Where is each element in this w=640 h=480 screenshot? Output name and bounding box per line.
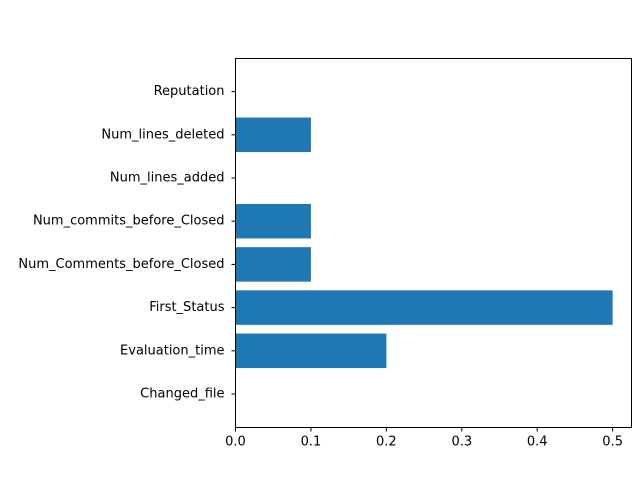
y-axis-ticks: Changed_file Evaluation_time First_Status N…	[18, 84, 236, 402]
bars-group	[235, 117, 613, 369]
bar-num-commits-before-closed	[235, 203, 311, 239]
y-tick-label: Num_lines_deleted	[101, 127, 224, 142]
y-tick-label: Changed_file	[140, 387, 224, 402]
x-tick-label: 0.3	[451, 435, 472, 450]
x-tick-label: 0.1	[301, 435, 322, 450]
y-tick-label: Reputation	[154, 84, 225, 99]
y-tick-label: First_Status	[149, 300, 225, 315]
x-tick-label: 0.4	[527, 435, 548, 450]
y-tick-label: Num_lines_added	[110, 171, 225, 186]
axes-frame	[235, 58, 632, 428]
bar-num-comments-before-closed	[235, 247, 311, 282]
y-tick-label: Num_commits_before_Closed	[33, 214, 225, 229]
bar-evaluation-time	[235, 333, 387, 369]
y-tick-label: Evaluation_time	[120, 343, 224, 358]
y-tick-label: Num_Comments_before_Closed	[18, 257, 224, 272]
bar-first-status	[235, 290, 613, 325]
bar-num-lines-deleted	[235, 117, 311, 153]
x-tick-label: 0.5	[602, 435, 623, 450]
x-axis-ticks: 0.0 0.1 0.2 0.3 0.4 0.5	[225, 427, 623, 450]
x-tick-label: 0.0	[225, 435, 246, 450]
x-tick-label: 0.2	[376, 435, 397, 450]
